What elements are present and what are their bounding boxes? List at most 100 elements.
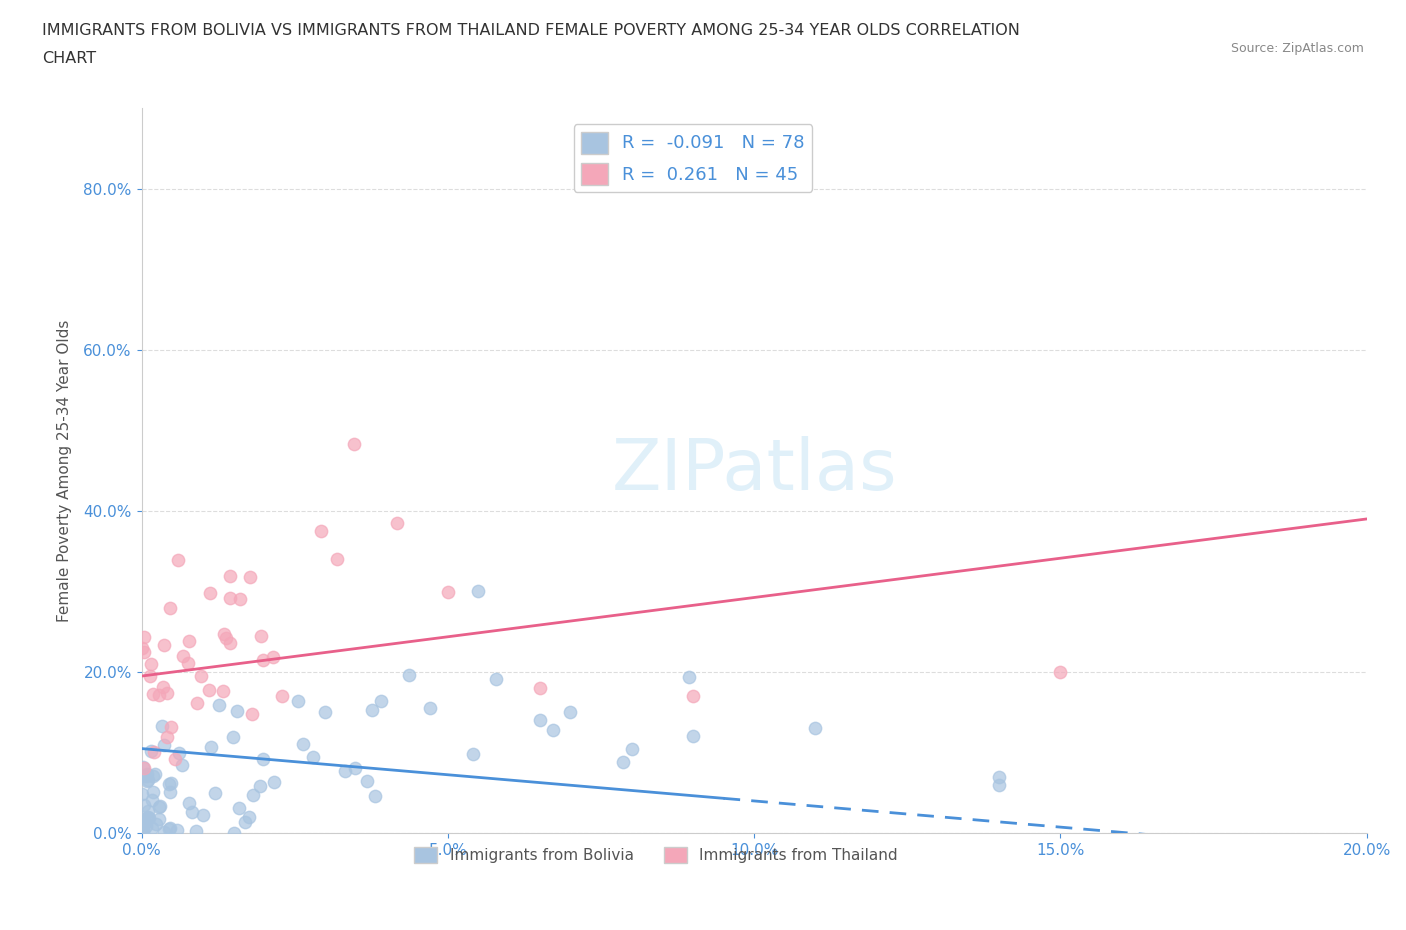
Point [252, 653, 274, 668]
Point [326, 551, 349, 566]
Point [159, 785, 181, 800]
Point [221, 730, 243, 745]
Point [262, 649, 284, 664]
Point [335, 764, 357, 778]
Point [152, 638, 174, 653]
Point [172, 649, 194, 664]
Point [186, 696, 208, 711]
Point [159, 777, 181, 791]
Point [240, 707, 263, 722]
Point [225, 704, 247, 719]
Point [143, 745, 166, 760]
Point [134, 818, 156, 833]
Point [270, 688, 292, 703]
Point [238, 809, 260, 824]
Point [131, 759, 153, 774]
Point [148, 812, 170, 827]
Point [263, 775, 285, 790]
Y-axis label: Female Poverty Among 25-34 Year Olds: Female Poverty Among 25-34 Year Olds [58, 319, 72, 622]
Point [467, 584, 489, 599]
Point [229, 591, 252, 606]
Point [804, 721, 827, 736]
Point [139, 669, 162, 684]
Point [145, 817, 167, 831]
Point [485, 671, 508, 686]
Point [159, 720, 181, 735]
Point [149, 798, 172, 813]
Point [191, 808, 214, 823]
Point [135, 766, 157, 781]
Point [419, 700, 441, 715]
Point [148, 687, 170, 702]
Point [159, 821, 181, 836]
Point [218, 635, 240, 650]
Point [233, 814, 256, 829]
Point [204, 785, 226, 800]
Point [343, 437, 366, 452]
Legend: Immigrants from Bolivia, Immigrants from Thailand: Immigrants from Bolivia, Immigrants from… [408, 841, 904, 869]
Point [612, 755, 634, 770]
Point [135, 768, 157, 783]
Point [132, 823, 155, 838]
Point [134, 816, 156, 830]
Point [461, 747, 484, 762]
Point [252, 751, 274, 766]
Point [301, 750, 323, 764]
Point [249, 779, 271, 794]
Point [215, 631, 238, 645]
Point [136, 773, 159, 788]
Point [138, 811, 160, 826]
Point [134, 644, 156, 659]
Point [988, 777, 1011, 792]
Point [159, 776, 181, 790]
Point [222, 826, 245, 841]
Point [219, 568, 242, 583]
Point [132, 797, 155, 812]
Point [218, 591, 240, 605]
Point [166, 822, 188, 837]
Point [292, 737, 315, 751]
Point [152, 825, 174, 840]
Point [190, 669, 212, 684]
Point [132, 761, 155, 776]
Point [200, 740, 222, 755]
Point [309, 524, 332, 538]
Point [159, 601, 181, 616]
Point [135, 773, 157, 788]
Point [153, 737, 176, 752]
Text: CHART: CHART [42, 51, 96, 66]
Point [142, 686, 165, 701]
Point [131, 787, 153, 802]
Point [529, 713, 551, 728]
Point [177, 796, 200, 811]
Point [988, 769, 1011, 784]
Point [170, 758, 193, 773]
Point [176, 655, 198, 670]
Point [212, 627, 235, 642]
Point [138, 804, 160, 818]
Point [560, 705, 582, 720]
Point [437, 584, 460, 599]
Point [250, 629, 273, 644]
Point [541, 723, 564, 737]
Point [242, 787, 264, 802]
Point [142, 785, 165, 800]
Point [166, 552, 188, 567]
Point [134, 630, 156, 644]
Point [157, 821, 180, 836]
Point [165, 751, 187, 766]
Point [177, 633, 200, 648]
Point [198, 585, 221, 600]
Point [529, 681, 551, 696]
Point [156, 685, 179, 700]
Point [682, 689, 704, 704]
Point [145, 766, 167, 781]
Point [398, 668, 420, 683]
Point [141, 820, 163, 835]
Point [167, 746, 190, 761]
Point [370, 693, 392, 708]
Point [287, 694, 309, 709]
Point [228, 801, 250, 816]
Text: Source: ZipAtlas.com: Source: ZipAtlas.com [1230, 42, 1364, 55]
Point [212, 684, 235, 698]
